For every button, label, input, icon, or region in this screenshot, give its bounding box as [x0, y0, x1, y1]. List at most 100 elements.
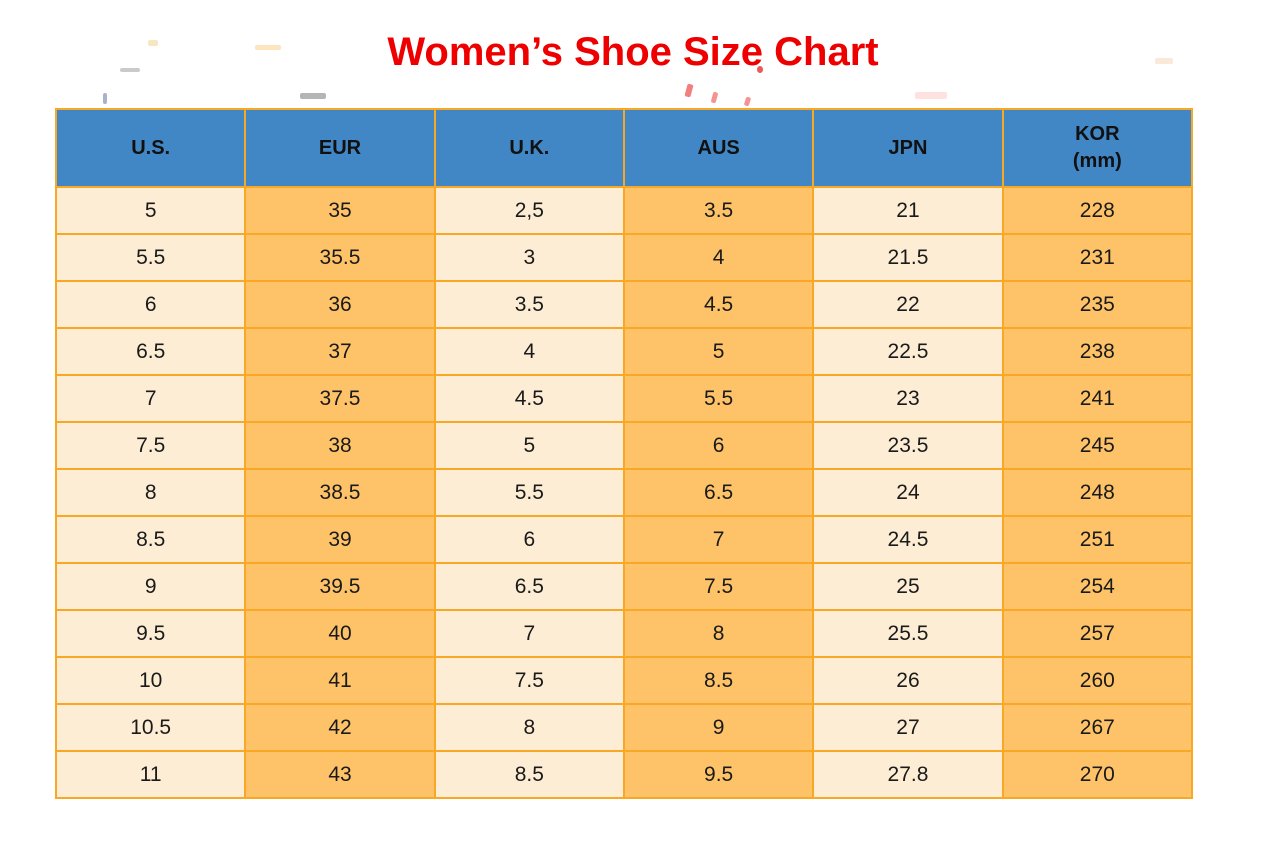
table-cell: 5 — [54, 186, 247, 235]
table-cell: 238 — [1001, 327, 1194, 376]
table-cell: 11 — [54, 750, 247, 799]
table-cell: 4.5 — [622, 280, 815, 329]
table-cell: 39.5 — [244, 562, 436, 611]
table-row: 8 38.5 5.5 6.5 24 248 — [54, 468, 1194, 517]
table-cell: 8 — [622, 609, 815, 658]
table-cell: 9 — [622, 703, 815, 752]
table-row: 5 35 2,5 3.5 21 228 — [54, 186, 1194, 235]
table-cell: 10 — [54, 656, 247, 705]
table-cell: 23 — [812, 374, 1004, 423]
artifact-mark — [103, 93, 107, 104]
header-jpn: JPN — [812, 108, 1004, 188]
table-cell: 251 — [1001, 515, 1194, 564]
table-cell: 3.5 — [622, 186, 815, 235]
table-cell: 9.5 — [622, 750, 815, 799]
table-cell: 8.5 — [622, 656, 815, 705]
table-cell: 6 — [433, 515, 625, 564]
header-label: AUS — [697, 136, 740, 159]
table-cell: 5 — [433, 421, 625, 470]
table-cell: 254 — [1001, 562, 1194, 611]
shoe-size-table: U.S. EUR U.K. AUS JPN KOR (mm) 5 35 2,5 3.5… — [54, 108, 1194, 799]
table-cell: 7.5 — [622, 562, 815, 611]
table-cell: 36 — [244, 280, 436, 329]
table-cell: 248 — [1001, 468, 1194, 517]
table-cell: 8 — [54, 468, 247, 517]
table-row: 11 43 8.5 9.5 27.8 270 — [54, 750, 1194, 799]
table-cell: 6.5 — [433, 562, 625, 611]
table-cell: 241 — [1001, 374, 1194, 423]
table-cell: 7.5 — [54, 421, 247, 470]
table-cell: 235 — [1001, 280, 1194, 329]
table-cell: 27 — [812, 703, 1004, 752]
table-cell: 2,5 — [433, 186, 625, 235]
table-row: 6 36 3.5 4.5 22 235 — [54, 280, 1194, 329]
artifact-mark — [743, 96, 752, 107]
table-cell: 8.5 — [54, 515, 247, 564]
table-cell: 4 — [622, 233, 815, 282]
table-cell: 6 — [54, 280, 247, 329]
table-cell: 38.5 — [244, 468, 436, 517]
header-label: EUR — [318, 136, 362, 159]
table-cell: 5.5 — [622, 374, 815, 423]
artifact-mark — [915, 92, 947, 99]
table-row: 6.5 37 4 5 22.5 238 — [54, 327, 1194, 376]
table-cell: 27.8 — [812, 750, 1004, 799]
table-cell: 37 — [244, 327, 436, 376]
table-cell: 21 — [812, 186, 1004, 235]
table-cell: 4 — [433, 327, 625, 376]
table-cell: 245 — [1001, 421, 1194, 470]
table-cell: 8 — [433, 703, 625, 752]
table-cell: 3 — [433, 233, 625, 282]
table-cell: 26 — [812, 656, 1004, 705]
table-cell: 35 — [244, 186, 436, 235]
table-cell: 24.5 — [812, 515, 1004, 564]
table-cell: 43 — [244, 750, 436, 799]
artifact-mark — [684, 83, 694, 98]
header-label: U.K. — [509, 136, 550, 159]
table-cell: 41 — [244, 656, 436, 705]
header-kor: KOR (mm) — [1001, 108, 1194, 188]
table-cell: 25.5 — [812, 609, 1004, 658]
artifact-mark — [300, 93, 326, 99]
table-cell: 257 — [1001, 609, 1194, 658]
table-cell: 23.5 — [812, 421, 1004, 470]
table-row: 9 39.5 6.5 7.5 25 254 — [54, 562, 1194, 611]
table-row: 7 37.5 4.5 5.5 23 241 — [54, 374, 1194, 423]
table-row: 10 41 7.5 8.5 26 260 — [54, 656, 1194, 705]
table-cell: 5 — [622, 327, 815, 376]
table-cell: 7.5 — [433, 656, 625, 705]
table-cell: 10.5 — [54, 703, 247, 752]
header-label: U.S. — [131, 136, 171, 159]
header-eur: EUR — [244, 108, 436, 188]
page-title: Women’s Shoe Size Chart — [387, 30, 879, 74]
table-cell: 231 — [1001, 233, 1194, 282]
table-cell: 8.5 — [433, 750, 625, 799]
table-cell: 4.5 — [433, 374, 625, 423]
table-cell: 7 — [433, 609, 625, 658]
table-cell: 38 — [244, 421, 436, 470]
table-cell: 6.5 — [622, 468, 815, 517]
table-cell: 22.5 — [812, 327, 1004, 376]
table-cell: 6 — [622, 421, 815, 470]
table-cell: 9 — [54, 562, 247, 611]
header-aus: AUS — [622, 108, 815, 188]
table-cell: 39 — [244, 515, 436, 564]
table-cell: 5.5 — [54, 233, 247, 282]
header-label: KOR — [1075, 123, 1120, 145]
table-cell: 35.5 — [244, 233, 436, 282]
table-cell: 3.5 — [433, 280, 625, 329]
table-cell: 270 — [1001, 750, 1194, 799]
table-cell: 9.5 — [54, 609, 247, 658]
header-sublabel: (mm) — [1072, 150, 1122, 172]
table-row: 8.5 39 6 7 24.5 251 — [54, 515, 1194, 564]
table-cell: 6.5 — [54, 327, 247, 376]
table-cell: 22 — [812, 280, 1004, 329]
table-cell: 42 — [244, 703, 436, 752]
table-cell: 260 — [1001, 656, 1194, 705]
table-row: 9.5 40 7 8 25.5 257 — [54, 609, 1194, 658]
table-row: 10.5 42 8 9 27 267 — [54, 703, 1194, 752]
table-cell: 37.5 — [244, 374, 436, 423]
table-row: 5.5 35.5 3 4 21.5 231 — [54, 233, 1194, 282]
table-row: 7.5 38 5 6 23.5 245 — [54, 421, 1194, 470]
header-label: JPN — [888, 136, 928, 159]
